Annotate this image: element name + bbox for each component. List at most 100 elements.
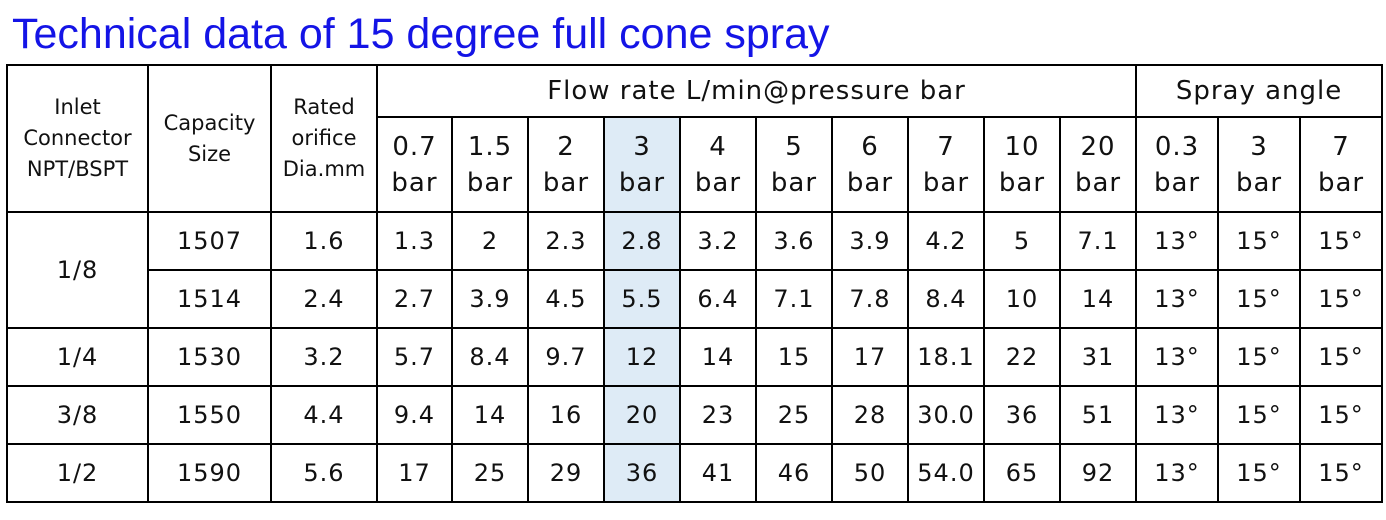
inlet-cell: 3/8 (6, 385, 149, 445)
flow-cell: 5 (983, 211, 1061, 271)
angle-cell: 13° (1135, 327, 1220, 387)
flow-cell: 4.5 (527, 269, 605, 329)
pressure-header: 7 bar (1299, 116, 1384, 213)
flow-cell: 6.4 (679, 269, 757, 329)
flow-cell: 30.0 (907, 385, 985, 445)
angle-cell: 13° (1135, 269, 1220, 329)
flow-cell: 2 (451, 211, 529, 271)
pressure-header: 3 bar (1217, 116, 1302, 213)
flow-cell: 20 (603, 385, 681, 445)
flow-cell: 18.1 (907, 327, 985, 387)
flow-cell: 9.7 (527, 327, 605, 387)
flow-cell: 3.2 (679, 211, 757, 271)
capacity-cell: 1530 (147, 327, 272, 387)
angle-cell: 13° (1135, 211, 1220, 271)
flow-cell: 9.4 (376, 385, 453, 445)
flow-cell: 25 (451, 443, 529, 503)
angle-cell: 15° (1299, 327, 1384, 387)
flow-cell: 29 (527, 443, 605, 503)
flow-cell: 41 (679, 443, 757, 503)
flow-cell: 3.9 (451, 269, 529, 329)
table-row: 1514 2.4 2.7 3.9 4.5 5.5 6.4 7.1 7.8 8.4 10 14 13° 15… (7, 269, 1384, 329)
flow-cell: 5.7 (376, 327, 453, 387)
table-row: 3/8 1550 4.4 9.4 14 16 20 23 25 28 30.0 36 51 13° 15° 1… (6, 385, 1384, 445)
orifice-cell: 4.4 (270, 385, 378, 445)
orifice-cell: 1.6 (270, 211, 378, 271)
flow-cell: 23 (679, 385, 757, 445)
orifice-cell: 2.4 (270, 269, 378, 329)
angle-cell: 13° (1135, 443, 1220, 503)
flow-cell: 5.5 (603, 269, 681, 329)
flow-cell: 3.9 (831, 211, 909, 271)
angle-cell: 15° (1217, 327, 1302, 387)
flow-cell: 31 (1058, 327, 1138, 387)
flow-cell: 7.8 (831, 269, 909, 329)
flow-cell: 7.1 (755, 269, 833, 329)
spec-table: Inlet Connector NPT/BSPT Capacity Size Rat… (6, 64, 1384, 503)
inlet-cell: 1/8 (6, 211, 149, 329)
flow-cell: 22 (983, 327, 1061, 387)
group-header: Flow rate L/min@pressure bar (375, 64, 1138, 118)
capacity-cell: 1514 (147, 269, 272, 329)
angle-cell: 15° (1217, 211, 1302, 271)
angle-cell: 15° (1217, 385, 1302, 445)
flow-cell: 7.1 (1058, 211, 1138, 271)
flow-cell: 36 (603, 443, 681, 503)
pressure-header: 5 bar (755, 116, 833, 213)
flow-cell: 46 (755, 443, 833, 503)
flow-cell: 8.4 (451, 327, 529, 387)
angle-cell: 15° (1299, 443, 1384, 503)
capacity-cell: 1507 (147, 211, 272, 271)
angle-cell: 15° (1217, 269, 1302, 329)
flow-cell: 65 (983, 443, 1061, 503)
pressure-header: 10 bar (983, 116, 1061, 213)
table-row: Inlet Connector NPT/BSPT Capacity Size Rat… (6, 64, 1384, 213)
pressure-header: 3 bar (603, 116, 681, 213)
capacity-cell: 1550 (147, 385, 272, 445)
angle-cell: 15° (1299, 269, 1384, 329)
pressure-header: 20 bar (1058, 116, 1138, 213)
flow-cell: 10 (983, 269, 1061, 329)
orifice-cell: 3.2 (270, 327, 378, 387)
flow-cell: 14 (679, 327, 757, 387)
capacity-cell: 1590 (147, 443, 272, 503)
flow-cell: 3.6 (755, 211, 833, 271)
pressure-header: 0.7 bar (376, 116, 453, 213)
angle-cell: 15° (1299, 385, 1384, 445)
group-header: Spray angle (1135, 64, 1384, 118)
angle-cell: 15° (1217, 443, 1302, 503)
flow-cell: 8.4 (907, 269, 985, 329)
angle-cell: 13° (1135, 385, 1220, 445)
flow-cell: 25 (755, 385, 833, 445)
inlet-cell: 1/4 (6, 327, 149, 387)
flow-cell: 92 (1058, 443, 1138, 503)
table-row: 0.7 bar 1.5 bar 2 bar 3 bar 4 bar 5 bar 6 bar 7… (7, 116, 1384, 213)
pressure-header: 7 bar (907, 116, 985, 213)
flow-cell: 12 (603, 327, 681, 387)
flow-cell: 15 (755, 327, 833, 387)
flow-cell: 17 (376, 443, 453, 503)
flow-cell: 54.0 (907, 443, 985, 503)
pressure-header: 6 bar (831, 116, 909, 213)
flow-cell: 2.8 (603, 211, 681, 271)
flow-cell: 2.3 (527, 211, 605, 271)
table-row: 1/4 1530 3.2 5.7 8.4 9.7 12 14 15 17 18.1 22 31 13° 15… (6, 327, 1384, 387)
orifice-cell: 5.6 (270, 443, 378, 503)
flow-cell: 1.3 (376, 211, 453, 271)
header-cell: Inlet Connector NPT/BSPT (6, 64, 149, 213)
pressure-header: 0.3 bar (1135, 116, 1220, 213)
table-row: 1/2 1590 5.6 17 25 29 36 41 46 50 54.0 65 92 13° 15° 15… (6, 443, 1384, 503)
title: Technical data of 15 degree full cone sp… (12, 10, 830, 58)
table-row: 1/8 1507 1.6 1.3 2 2.3 2.8 3.2 3.6 3.9 4.2 5 7.1 13° 1… (6, 211, 1384, 329)
flow-cell: 2.7 (376, 269, 453, 329)
flow-cell: 14 (451, 385, 529, 445)
header-cell: Rated orifice Dia.mm (270, 64, 378, 213)
flow-cell: 36 (983, 385, 1061, 445)
inlet-cell: 1/2 (6, 443, 149, 503)
flow-cell: 4.2 (907, 211, 985, 271)
pressure-header: 1.5 bar (451, 116, 529, 213)
flow-cell: 17 (831, 327, 909, 387)
pressure-header: 2 bar (527, 116, 605, 213)
pressure-header: 4 bar (679, 116, 757, 213)
